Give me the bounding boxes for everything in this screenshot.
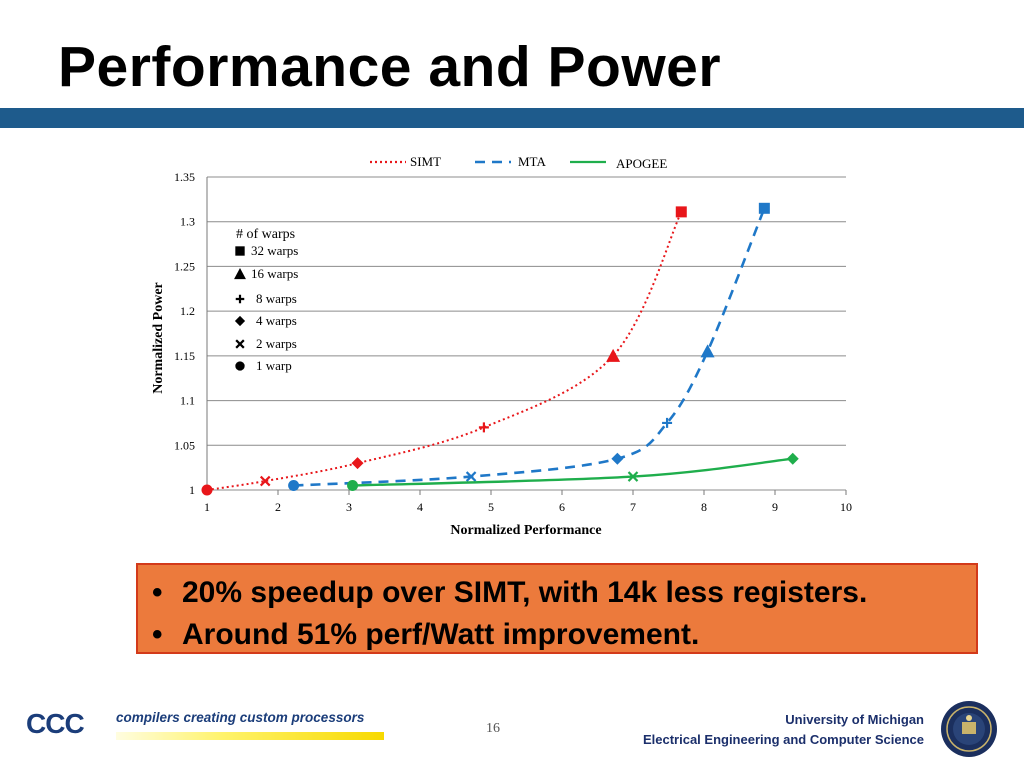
page-number: 16 [486,721,500,736]
ccc-logo-bar [116,732,384,740]
marker-triangle [234,268,246,280]
department-line: Electrical Engineering and Computer Scie… [642,732,924,747]
marker-plus [662,417,673,428]
gridlines [207,176,846,491]
x-tick-label: 3 [346,500,352,514]
series-apogee [347,452,799,492]
y-tick-label: 1.05 [174,438,195,452]
bullet-dot: • [152,618,163,651]
marker-legend-title: # of warps [236,227,295,242]
marker-legend-label: 16 warps [251,266,298,281]
x-tick-label: 2 [275,500,281,514]
x-tick-label: 6 [559,500,565,514]
y-tick-label: 1.2 [180,304,195,318]
marker-triangle [700,344,715,358]
series-layer [201,202,799,496]
y-tick-label: 1.1 [180,394,195,408]
marker-legend-label: 32 warps [251,243,298,258]
university-line: University of Michigan [785,712,924,727]
y-tick-label: 1.35 [174,170,195,184]
legend-label: SIMT [410,154,441,169]
series-legend: SIMT MTA APOGEE [370,154,667,171]
y-tick-label: 1 [189,483,195,497]
marker-x [627,471,639,482]
x-tick-label: 9 [772,500,778,514]
x-tick-label: 4 [417,500,423,514]
marker-diamond [786,452,799,465]
marker-triangle [606,348,621,362]
bullet-text: Around 51% perf/Watt improvement. [182,618,700,651]
bullet-dot: • [152,576,163,609]
marker-legend-label: 1 warp [256,358,292,373]
university-name: University of Michigan Electrical Engine… [643,710,924,750]
series-mta [288,202,770,492]
bullet-text: 20% speedup over SIMT, with 14k less reg… [182,576,868,609]
marker-circle [288,480,300,492]
legend-label: APOGEE [616,156,667,171]
marker-x [465,471,477,482]
y-tick-label: 1.3 [180,215,195,229]
marker-plus [478,422,489,433]
x-tick-label: 10 [840,500,852,514]
y-axis-title: Normalized Power [151,282,166,394]
marker-legend-label: 4 warps [256,313,297,328]
x-tick-label: 1 [204,500,210,514]
ccc-logo: CCC compilers creating custom processors [26,706,384,746]
series-line [206,211,683,491]
slide-title: Performance and Power [58,35,722,99]
marker-diamond [611,452,624,465]
marker-plus [235,294,245,304]
title-band [0,108,1024,128]
marker-circle [201,484,213,496]
x-tick-label: 8 [701,500,707,514]
marker-diamond [351,457,364,470]
marker-square [675,206,687,218]
series-line [352,457,793,487]
marker-x [235,339,245,349]
axes: 1 1.05 1.1 1.15 1.2 1.25 1.3 1.35 1 2 3 4 5 6 7 8 9 10 [174,170,852,514]
legend-label: MTA [518,154,546,169]
marker-legend-label: 2 warps [256,336,297,351]
ccc-logo-mark: CCC [26,708,85,739]
series-line [293,207,766,487]
bullet-item: • Around 51% perf/Watt improvement. [146,615,976,657]
x-tick-label: 7 [630,500,636,514]
university-seal-icon [941,701,997,757]
x-tick-label: 5 [488,500,494,514]
marker-circle [347,480,359,492]
key-results-callout: • 20% speedup over SIMT, with 14k less r… [136,563,978,654]
marker-square [235,246,245,256]
bullet-item: • 20% speedup over SIMT, with 14k less r… [146,573,976,615]
y-tick-label: 1.15 [174,349,195,363]
marker-circle [235,361,245,371]
marker-x [259,475,271,487]
x-axis-title: Normalized Performance [450,523,601,538]
marker-diamond [234,315,246,327]
marker-legend-label: 8 warps [256,291,297,306]
y-tick-label: 1.25 [174,259,195,273]
marker-square [758,202,770,214]
series-simt [201,206,687,496]
ccc-logo-tagline: compilers creating custom processors [116,710,365,725]
